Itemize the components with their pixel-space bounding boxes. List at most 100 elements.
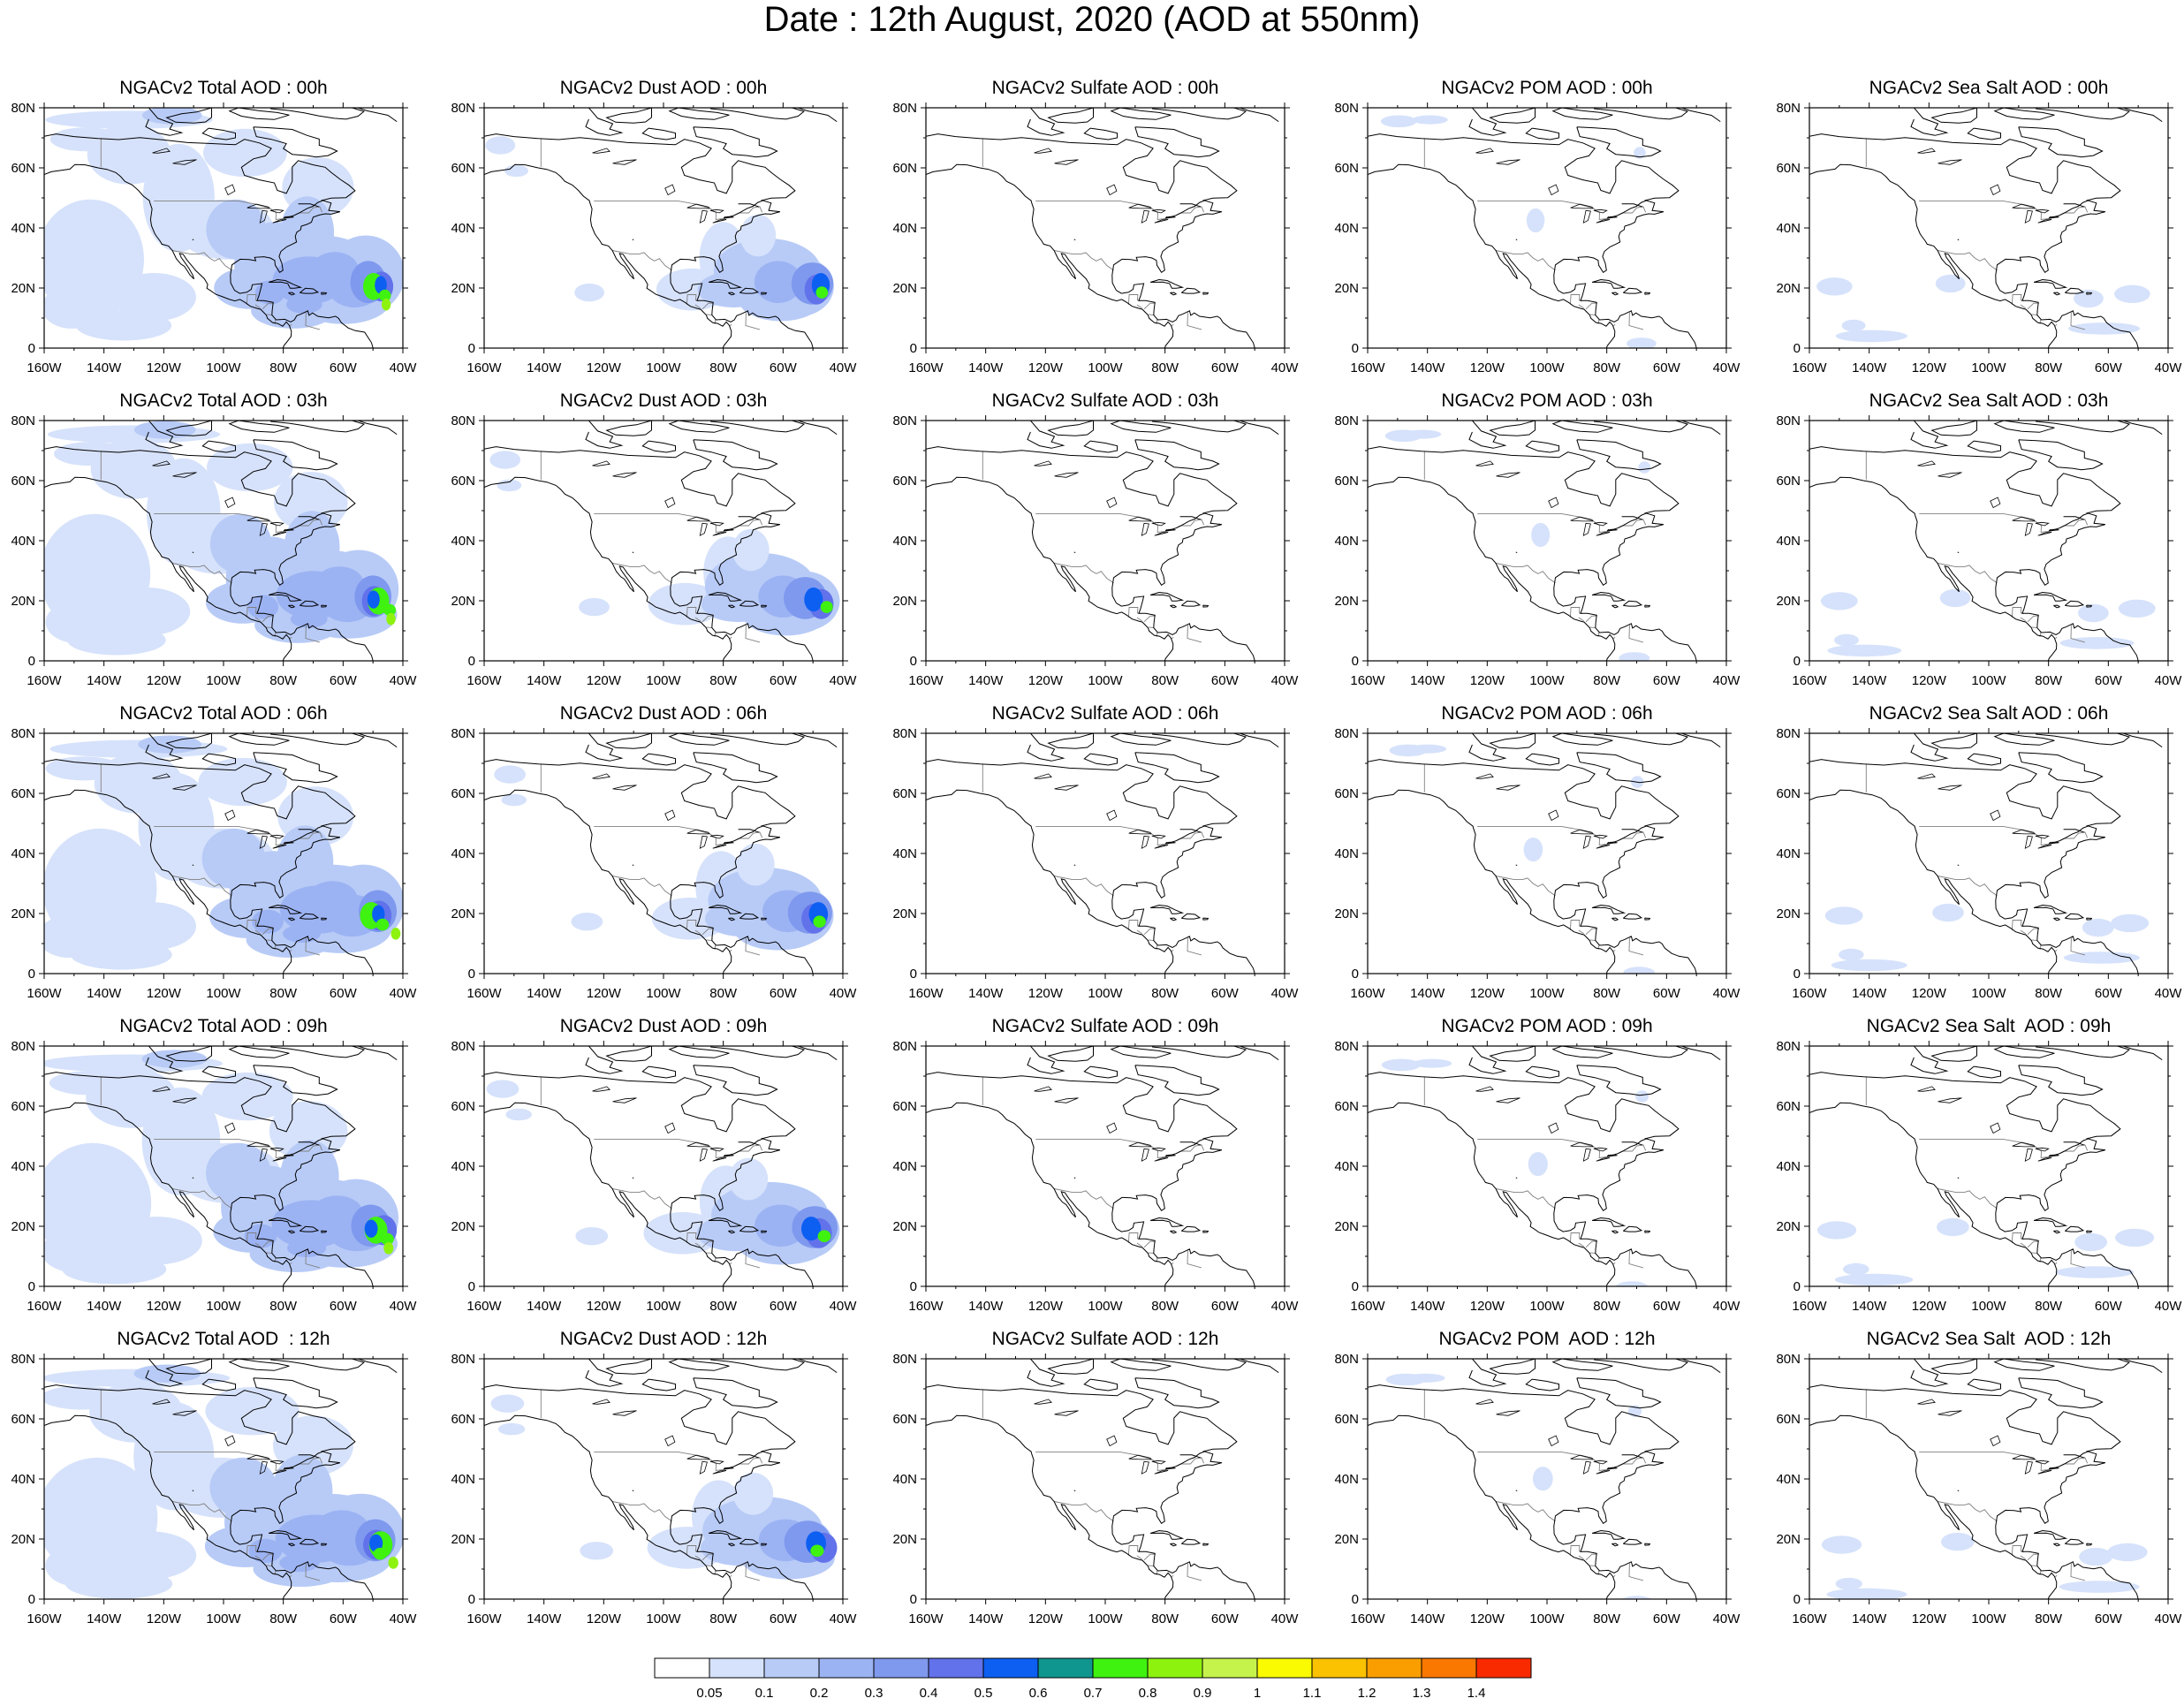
coastline	[145, 108, 184, 136]
lon-tick-label: 60W	[1653, 986, 1681, 1001]
coastline	[926, 1102, 1174, 1286]
aod-cell	[1528, 1152, 1548, 1177]
aod-cell	[1835, 1577, 1862, 1590]
aod-field	[489, 451, 840, 636]
coastline	[484, 1399, 485, 1410]
coastline	[1170, 1230, 1178, 1234]
coastline	[270, 733, 366, 746]
lat-tick-label: 0	[468, 967, 475, 982]
coastline	[44, 1414, 292, 1599]
political-border	[1148, 1252, 1155, 1255]
lat-tick-label: 20N	[892, 1219, 917, 1234]
coastline	[2123, 1359, 2163, 1374]
political-border	[1127, 1545, 1141, 1556]
lon-tick-label: 80W	[269, 1611, 298, 1626]
coastline	[1134, 439, 1220, 471]
lon-tick-label: 40W	[2155, 673, 2183, 688]
political-border	[2020, 929, 2026, 935]
lake-outline	[1990, 809, 2001, 822]
lat-tick-label: 60N	[11, 474, 35, 489]
lat-tick-label: 40N	[892, 1472, 917, 1487]
political-border	[254, 929, 261, 935]
political-border	[172, 563, 232, 584]
coastline	[2053, 1230, 2061, 1234]
aod-cell	[1817, 1221, 1857, 1240]
political-border	[1496, 563, 1556, 584]
coastline	[2049, 200, 2089, 219]
lon-tick-label: 40W	[390, 1299, 418, 1314]
coastline	[1468, 1359, 1507, 1387]
political-border	[2027, 928, 2039, 936]
coastline	[1149, 278, 1185, 289]
coastline	[1967, 127, 2001, 140]
panel-title: NGACv2 Sea Salt AOD : 09h	[1866, 1016, 2112, 1036]
coastline	[1368, 148, 1369, 159]
lon-tick-label: 160W	[1350, 1611, 1385, 1626]
coastline	[2064, 913, 2085, 920]
coastline	[201, 1378, 236, 1391]
coastline	[1515, 864, 1518, 867]
lat-tick-label: 0	[28, 1592, 35, 1607]
aod-cell	[1638, 461, 1651, 474]
coastline	[1576, 752, 1662, 784]
lat-tick-label: 80N	[1776, 413, 1801, 428]
lon-tick-label: 140W	[87, 673, 122, 688]
aod-cell	[1531, 522, 1551, 548]
lake-outline	[272, 1157, 287, 1162]
lon-tick-label: 80W	[1151, 986, 1179, 1001]
map-panel: NGACv2 Total AOD : 12h 160W 140W 120W 100W 80…	[0, 1329, 417, 1629]
political-border	[1569, 1232, 1582, 1243]
map-panel: NGACv2 Dust AOD : 00h 160W 140W 120W 100W 80W…	[440, 78, 857, 378]
map-panel: NGACv2 Sea Salt AOD : 00h 160W 140W 120W 100…	[1765, 78, 2182, 378]
lake-outline	[1548, 809, 1559, 822]
coastline	[1468, 1046, 1507, 1074]
coastline	[165, 108, 212, 124]
coastline	[1110, 1046, 1172, 1058]
aod-cell	[1523, 838, 1543, 862]
coastline	[1591, 591, 1627, 602]
lake-outline	[1496, 785, 1520, 791]
coastline	[145, 1359, 184, 1387]
lon-tick-label: 120W	[1912, 673, 1947, 688]
map-plot: 160W 140W 120W 100W 80W 60W 40W 0 20N 40N 60N 80N	[1334, 1352, 1740, 1626]
coastline	[1179, 1454, 1202, 1459]
lat-tick-label: 0	[1793, 1279, 1801, 1294]
coastline	[1180, 1538, 1202, 1545]
coastline	[484, 759, 814, 974]
aod-cell	[575, 1227, 609, 1246]
aod-cell	[1405, 1373, 1445, 1383]
coastline	[1809, 789, 2058, 974]
coastline	[1368, 1414, 1616, 1599]
coastline	[1644, 1543, 1651, 1546]
coastline	[1110, 1359, 1172, 1371]
map-plot: 160W 140W 120W 100W 80W 60W 40W 0 20N 40N 60N 80N	[11, 726, 417, 1001]
coastline	[1165, 200, 1206, 219]
aod-cell	[497, 479, 522, 492]
coastline	[1110, 421, 1172, 433]
lake-outline	[1141, 1148, 1149, 1162]
coastline	[1202, 604, 1210, 608]
aod-cell	[1820, 592, 1858, 610]
coastline	[1515, 551, 1518, 554]
political-border	[612, 250, 672, 271]
coastline	[1681, 733, 1721, 748]
aod-cell	[2114, 284, 2150, 303]
lat-tick-label: 0	[1352, 967, 1359, 982]
coastline	[1368, 461, 1369, 472]
lat-tick-label: 80N	[451, 1039, 475, 1054]
panel-title: NGACv2 POM AOD : 09h	[1441, 1016, 1653, 1036]
aod-cell	[817, 1230, 831, 1242]
lake-outline	[592, 148, 610, 154]
political-border	[694, 1555, 701, 1560]
aod-cell	[247, 595, 279, 619]
aod-cell	[2082, 918, 2114, 937]
coastline	[1525, 753, 1559, 766]
lon-tick-label: 80W	[709, 673, 738, 688]
lat-tick-label: 0	[28, 967, 35, 982]
lake-outline	[664, 184, 676, 196]
coastline	[926, 133, 1255, 348]
lake-outline	[1141, 522, 1149, 536]
coastline	[1910, 1046, 1949, 1074]
lake-outline	[2035, 521, 2050, 527]
lon-tick-label: 60W	[2095, 673, 2123, 688]
